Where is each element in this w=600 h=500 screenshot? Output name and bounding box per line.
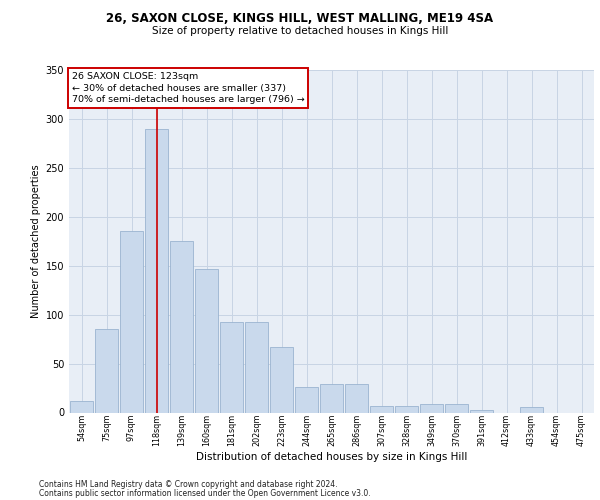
Bar — [270, 347, 293, 412]
Bar — [370, 406, 393, 412]
Text: Size of property relative to detached houses in Kings Hill: Size of property relative to detached ho… — [152, 26, 448, 36]
Bar — [145, 128, 168, 412]
Bar — [220, 322, 243, 412]
Text: 26, SAXON CLOSE, KINGS HILL, WEST MALLING, ME19 4SA: 26, SAXON CLOSE, KINGS HILL, WEST MALLIN… — [106, 12, 494, 26]
Bar — [445, 404, 468, 412]
Bar — [320, 384, 343, 412]
Bar — [95, 330, 118, 412]
Bar — [520, 406, 543, 412]
Bar — [120, 232, 143, 412]
Bar — [345, 384, 368, 412]
Text: 26 SAXON CLOSE: 123sqm
← 30% of detached houses are smaller (337)
70% of semi-de: 26 SAXON CLOSE: 123sqm ← 30% of detached… — [71, 72, 304, 104]
X-axis label: Distribution of detached houses by size in Kings Hill: Distribution of detached houses by size … — [196, 452, 467, 462]
Y-axis label: Number of detached properties: Number of detached properties — [31, 164, 41, 318]
Text: Contains public sector information licensed under the Open Government Licence v3: Contains public sector information licen… — [39, 489, 371, 498]
Text: Contains HM Land Registry data © Crown copyright and database right 2024.: Contains HM Land Registry data © Crown c… — [39, 480, 337, 489]
Bar — [470, 410, 493, 412]
Bar — [295, 387, 318, 412]
Bar — [245, 322, 268, 412]
Bar — [170, 242, 193, 412]
Bar — [195, 268, 218, 412]
Bar — [420, 404, 443, 412]
Bar — [70, 401, 93, 412]
Bar — [395, 406, 418, 412]
